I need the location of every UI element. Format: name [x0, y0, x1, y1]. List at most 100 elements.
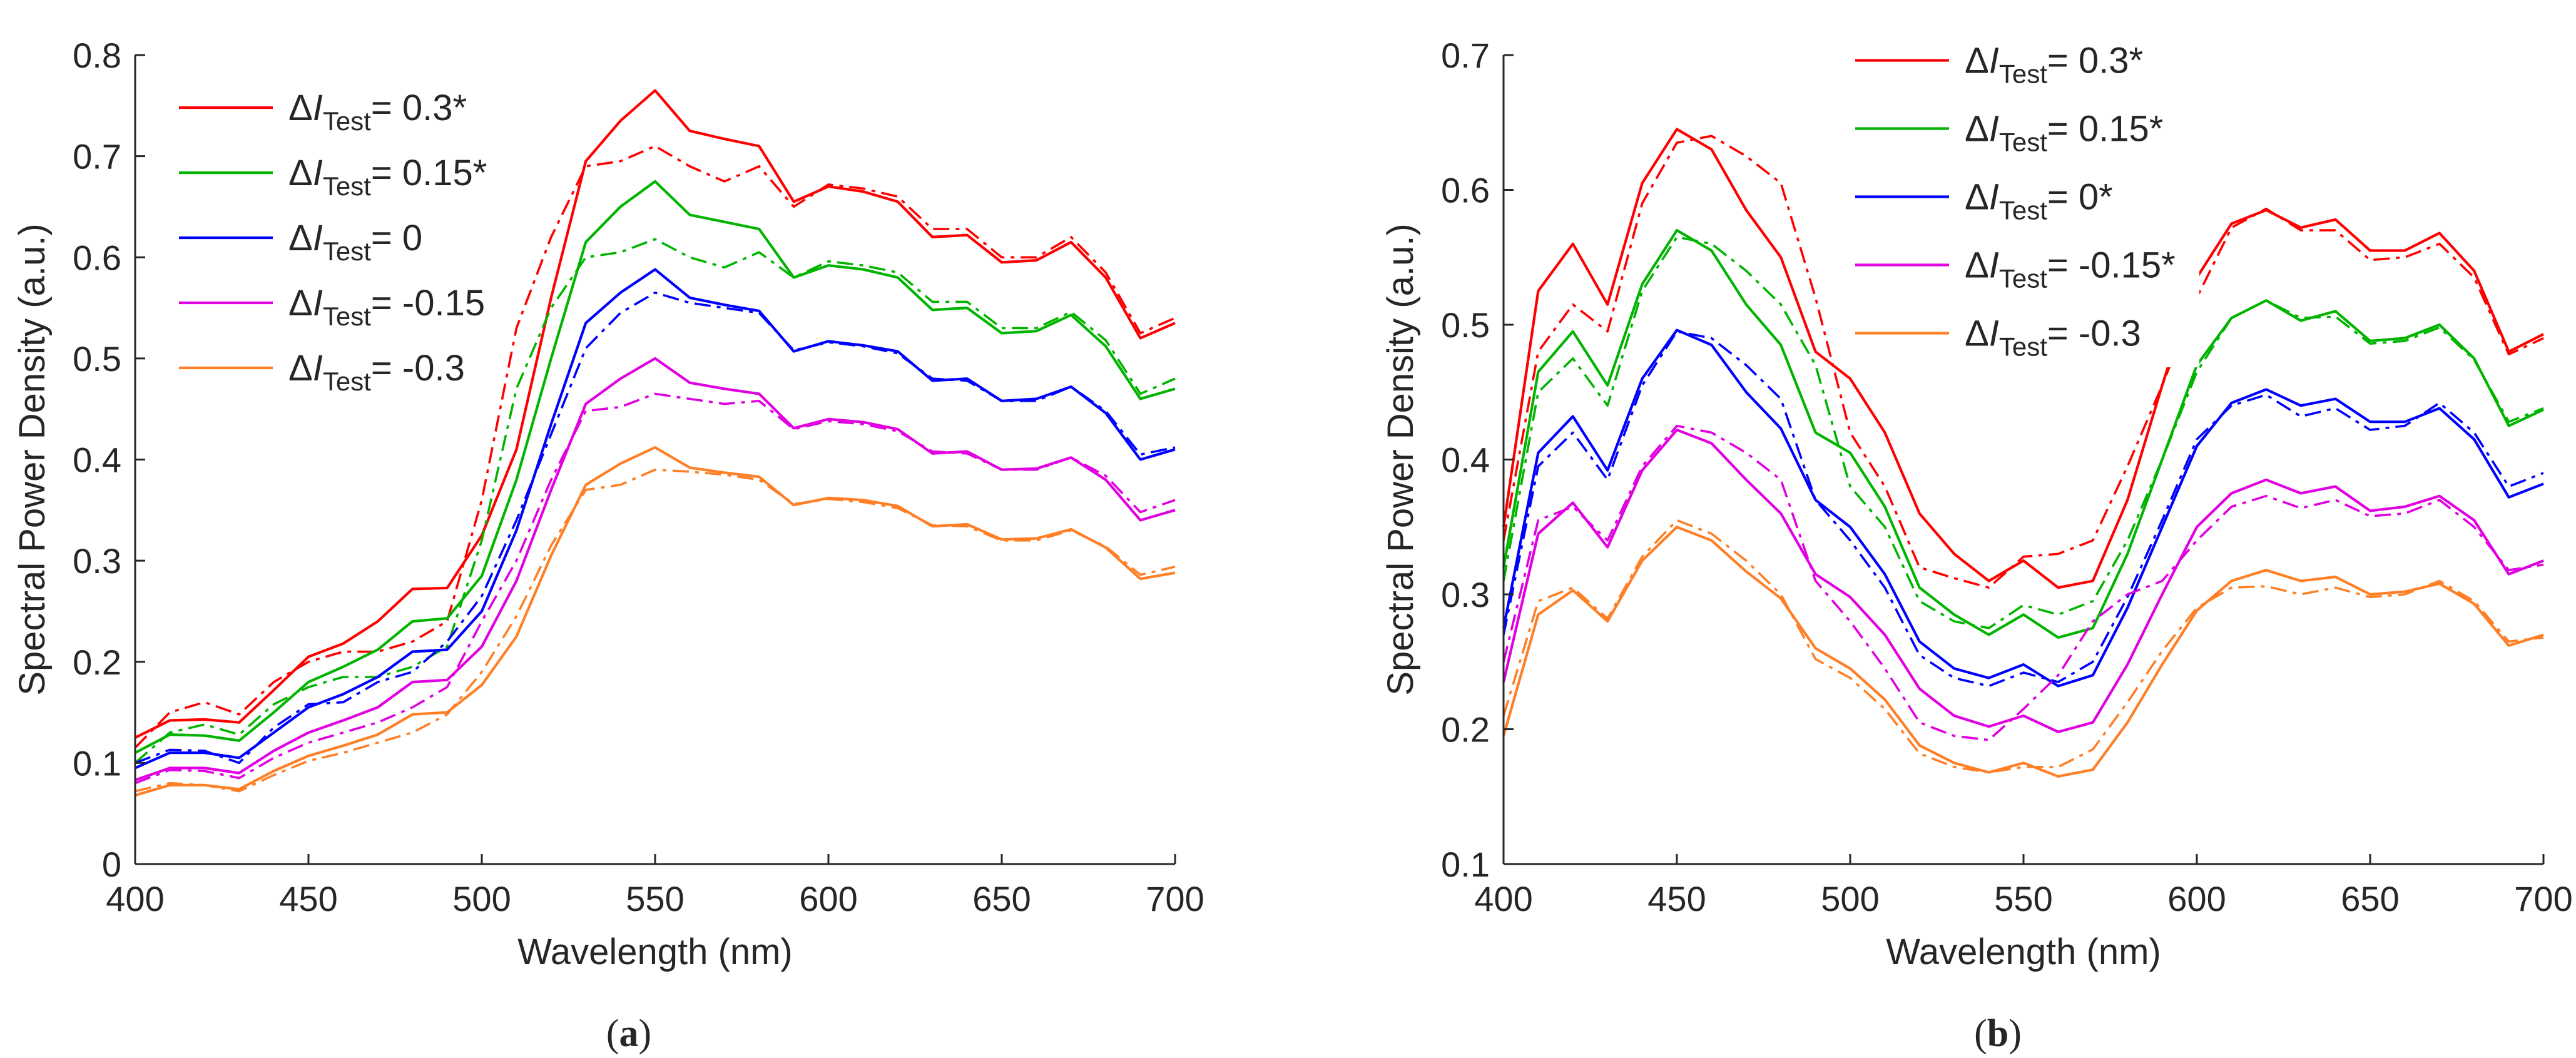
legend-subscript: Test: [323, 237, 371, 266]
series-2-solid-line: [135, 268, 1176, 770]
y-tick-label: 0.1: [73, 743, 121, 783]
legend-delta: Δ: [1965, 245, 1989, 286]
x-tick-label: 550: [626, 879, 684, 918]
y-tick-label: 0.6: [1441, 171, 1490, 210]
y-tick-label: 0.2: [73, 643, 121, 682]
series-1-solid-line: [1502, 229, 2544, 639]
legend-entry: ΔITest= 0.15*: [179, 153, 487, 201]
legend-entry: ΔITest= -0.3: [1855, 313, 2141, 362]
legend-label: ΔITest= 0: [288, 218, 422, 266]
y-tick-label: 0.3: [1441, 575, 1490, 614]
x-tick-label: 500: [452, 879, 511, 918]
series-0-dashdot-line: [1502, 135, 2544, 589]
legend-subscript: Test: [1999, 59, 2047, 89]
legend-variable: I: [313, 153, 323, 193]
legend-variable: I: [1989, 41, 1999, 81]
legend-entry: ΔITest= 0: [179, 218, 422, 266]
series-3-solid-line: [1502, 428, 2544, 733]
legend-delta: Δ: [1965, 313, 1989, 354]
legend-variable: I: [313, 283, 323, 323]
legend-value: = 0: [371, 218, 422, 258]
series-3-solid-line: [135, 357, 1176, 781]
legend-label: ΔITest= 0*: [1965, 177, 2113, 225]
legend-value: = 0.3*: [2047, 41, 2143, 81]
series-2-solid-line: [1502, 328, 2544, 688]
legend-variable: I: [313, 218, 323, 258]
legend-entry: ΔITest= 0.3*: [1855, 41, 2143, 89]
panel-label: (a): [606, 1012, 651, 1055]
legend-label: ΔITest= -0.3: [1965, 313, 2141, 362]
legend-subscript: Test: [1999, 196, 2047, 225]
x-tick-label: 450: [1647, 879, 1706, 918]
chart-panel-b: 400 450 500 550 600 650 700 0.1 0.2 0.3 0.4 0.5 0.6 0…: [1380, 26, 2573, 1055]
legend-subscript: Test: [323, 106, 371, 136]
series-0-dashdot-line: [134, 145, 1176, 749]
legend-subscript: Test: [323, 367, 371, 396]
x-axis-label: Wavelength (nm): [1886, 932, 2161, 972]
legend-subscript: Test: [1999, 264, 2047, 293]
y-tick-label: 0.4: [1441, 440, 1490, 480]
series-1-dashdot-line: [1502, 236, 2544, 629]
x-axis-label: Wavelength (nm): [517, 932, 792, 972]
legend-value: = -0.3: [371, 348, 465, 389]
x-tick-label: 600: [799, 879, 857, 918]
series-0-solid-line: [1502, 128, 2544, 589]
y-tick-label: 0.3: [73, 541, 121, 581]
legend-delta: Δ: [288, 218, 313, 258]
series-4-dashdot-line: [135, 468, 1176, 793]
legend-subscript: Test: [323, 171, 371, 201]
y-tick-label: 0.5: [73, 339, 121, 379]
series-0-solid-line: [135, 89, 1176, 739]
legend-subscript: Test: [323, 302, 371, 331]
y-axis-label: Spectral Power Density (a.u.): [12, 223, 53, 695]
x-tick-label: 700: [1146, 879, 1204, 918]
x-tick-label: 600: [2167, 879, 2226, 918]
series-3-dashdot-line: [1502, 424, 2544, 741]
x-tick-label: 400: [1474, 879, 1532, 918]
legend-value: = -0.15: [371, 283, 485, 323]
series-4-dashdot-line: [1502, 519, 2544, 774]
legend-label: ΔITest= -0.3: [288, 348, 465, 396]
chart-panel-a: 400 450 500 550 600 650 700 0 0.1 0.2 0.3 0.4 0.5 0.6…: [12, 36, 1204, 1055]
legend-label: ΔITest= 0.15*: [1965, 109, 2163, 157]
legend-subscript: Test: [1999, 128, 2047, 157]
legend-entry: ΔITest= -0.3: [179, 348, 465, 396]
legend-delta: Δ: [1965, 177, 1989, 218]
legend-variable: I: [313, 88, 323, 128]
x-tick-label: 650: [972, 879, 1031, 918]
legend-label: ΔITest= 0.3*: [288, 88, 467, 136]
legend-label: ΔITest= 0.15*: [288, 153, 487, 201]
legend-delta: Δ: [1965, 41, 1989, 81]
legend: ΔITest= 0.3*ΔITest= 0.15*ΔITest= 0*ΔITes…: [1849, 26, 2199, 367]
x-tick-label: 450: [279, 879, 337, 918]
legend-value: = -0.15*: [2047, 245, 2176, 286]
y-tick-label: 0.7: [1441, 36, 1490, 75]
legend-entry: ΔITest= -0.15*: [1855, 245, 2176, 293]
legend-entry: ΔITest= 0.15*: [1855, 109, 2163, 157]
x-tick-label: 550: [1994, 879, 2052, 918]
legend-label: ΔITest= -0.15*: [1965, 245, 2176, 293]
y-tick-label: 0.7: [73, 137, 121, 176]
legend-delta: Δ: [288, 283, 313, 323]
x-tick-label: 700: [2514, 879, 2572, 918]
y-tick-label: 0.5: [1441, 305, 1490, 345]
legend-value: = 0.15*: [371, 153, 487, 193]
x-tick-label: 500: [1821, 879, 1879, 918]
legend-variable: I: [1989, 313, 1999, 354]
legend-value: = 0.15*: [2047, 109, 2163, 150]
legend-delta: Δ: [288, 88, 313, 128]
legend-value: = 0.3*: [371, 88, 467, 128]
series-4-solid-line: [1502, 526, 2544, 778]
legend-label: ΔITest= -0.15: [288, 283, 485, 331]
legend-delta: Δ: [1965, 109, 1989, 150]
legend-label: ΔITest= 0.3*: [1965, 41, 2143, 89]
y-tick-label: 0.4: [73, 440, 121, 480]
legend-value: = -0.3: [2047, 313, 2141, 354]
series-4-solid-line: [135, 445, 1176, 797]
y-axis-label: Spectral Power Density (a.u.): [1380, 223, 1421, 695]
legend-subscript: Test: [1999, 332, 2047, 362]
panel-label: (b): [1974, 1012, 2022, 1055]
y-tick-label: 0: [102, 845, 121, 884]
x-tick-label: 650: [2341, 879, 2399, 918]
